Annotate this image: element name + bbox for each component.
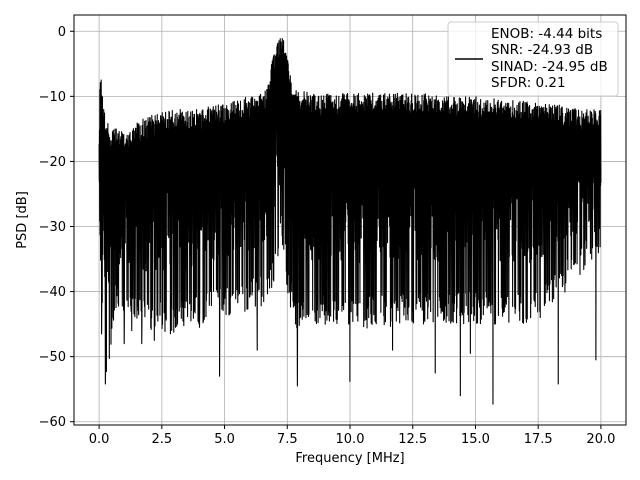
legend-entry-sfdr: SFDR: 0.21 [491,75,566,91]
x-tick-label: 17.5 [524,432,553,447]
x-tick-label: 0.0 [89,432,110,447]
x-tick-label: 20.0 [586,432,615,447]
x-axis-label: Frequency [MHz] [295,451,404,466]
y-tick-label: −20 [39,155,66,170]
y-axis-label: PSD [dB] [15,191,30,249]
y-tick-label: −30 [39,220,66,235]
x-tick-label: 10.0 [336,432,365,447]
legend-entry-sinad: SINAD: -24.95 dB [491,59,608,75]
y-tick-label: 0 [58,25,66,40]
x-tick-label: 5.0 [214,432,235,447]
psd-line [98,38,602,405]
x-tick-label: 7.5 [277,432,298,447]
x-tick-label: 12.5 [398,432,427,447]
legend-box [447,21,619,97]
x-tick-label: 15.0 [461,432,490,447]
y-axis: 0 −10 −20 −30 −40 −50 −60 [39,25,74,430]
y-tick-label: −40 [39,285,66,300]
x-axis: 0.0 2.5 5.0 7.5 10.0 12.5 15.0 17.5 20.0 [89,425,615,447]
y-tick-label: −60 [39,415,66,430]
legend-entry-enob: ENOB: -4.44 bits [491,26,602,42]
legend-entry-snr: SNR: -24.93 dB [491,42,593,58]
legend: ENOB: -4.44 bits SNR: -24.93 dB SINAD: -… [447,21,619,97]
y-tick-label: −50 [39,350,66,365]
x-tick-label: 2.5 [151,432,172,447]
y-tick-label: −10 [39,90,66,105]
psd-series [98,38,602,405]
